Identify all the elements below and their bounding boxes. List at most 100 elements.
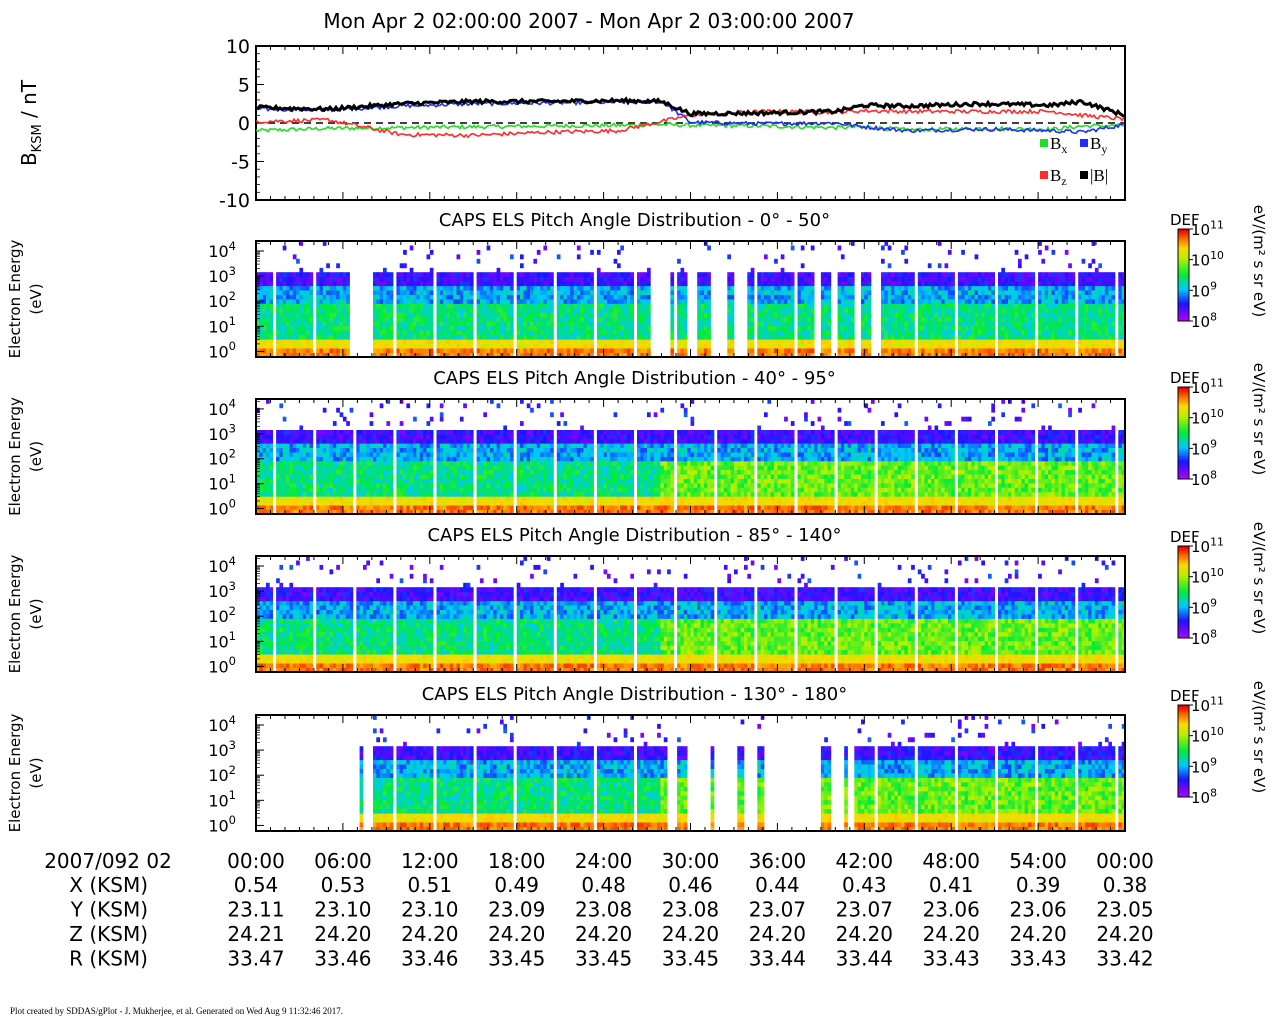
spectrogram-cell (784, 321, 788, 327)
spectrogram-cell (620, 325, 624, 331)
spectrogram-cell (947, 290, 952, 295)
spectrogram-cell (319, 469, 324, 475)
spectrogram-cell (533, 307, 538, 313)
spectrogram-cell (379, 491, 384, 497)
spectrogram-cell (1038, 303, 1042, 309)
spectrogram-cell (844, 294, 848, 300)
spectrogram-cell (292, 299, 297, 304)
spectrogram-cell (256, 443, 260, 448)
spectrogram-cell (523, 316, 528, 322)
spectrogram-cell (396, 276, 401, 282)
spectrogram-cell (322, 294, 327, 300)
spectrogram-cell (998, 325, 1002, 331)
spectrogram-cell (981, 330, 985, 336)
spectrogram-cell (767, 285, 772, 291)
spectrogram-cell (824, 348, 828, 353)
spectrogram-cell (576, 294, 581, 300)
spectrogram-cell (901, 348, 905, 353)
spectrogram-cell (276, 312, 280, 318)
spectrogram-cell (1094, 290, 1099, 295)
spectrogram-cell (790, 352, 795, 358)
spectrogram-cell (409, 285, 414, 291)
spectrogram-cell (302, 303, 307, 309)
spectrogram-cell (560, 352, 564, 358)
spectrogram-cell (944, 325, 949, 331)
spectrogram-cell (1028, 330, 1032, 336)
spectrogram-cell (901, 352, 905, 358)
spectrogram-cell (306, 465, 310, 471)
spectrogram-cell (459, 352, 464, 358)
spectrogram-cell (840, 299, 845, 304)
spectrogram-cell (339, 434, 344, 440)
spectrogram-cell (332, 272, 337, 278)
spectrogram-cell (436, 276, 441, 282)
spectrogram-cell (867, 272, 872, 278)
spectrogram-cell (299, 434, 304, 440)
colorbar-segment (1178, 256, 1189, 260)
spectrogram-cell (556, 334, 561, 340)
spectrogram-cell (259, 434, 263, 440)
spectrogram-cell (1028, 281, 1032, 287)
spectrogram-cell (697, 285, 701, 291)
spectrogram-cell (774, 307, 778, 313)
spectrogram-cell (262, 452, 267, 457)
spectrogram-cell (269, 307, 274, 313)
spectrogram-cell (573, 290, 578, 295)
spectrogram-cell (727, 352, 731, 358)
spectrogram-cell (727, 254, 731, 260)
spectrogram-cell (680, 339, 685, 345)
spectrogram-cell (496, 321, 501, 327)
spectrogram-cell (1051, 325, 1056, 331)
spectrogram-cell (864, 303, 868, 309)
spectrogram-cell (540, 312, 544, 318)
spectrogram-cell (309, 343, 314, 349)
spectrogram-cell (279, 312, 284, 318)
spectrogram-cell (423, 299, 427, 304)
spectrogram-cell (262, 334, 267, 340)
spectrogram-cell (1084, 285, 1089, 291)
spectrogram-cell (292, 430, 297, 435)
spectrogram-cell (286, 460, 290, 466)
spectrogram-cell (1004, 348, 1009, 353)
spectrogram-cell (864, 294, 868, 300)
spectrogram-cell (824, 352, 828, 358)
spectrogram-cell (520, 299, 524, 304)
spectrogram-cell (573, 339, 578, 345)
spectrogram-cell (606, 348, 611, 353)
spectrogram-cell (376, 474, 380, 479)
spectrogram-cell (730, 294, 735, 300)
spectrogram-cell (864, 290, 868, 295)
spectrogram-cell (730, 299, 735, 304)
spectrogram-cell (850, 352, 855, 358)
spectrogram-cell (516, 303, 521, 309)
spectrogram-cell (697, 312, 701, 318)
spectrogram-cell (1121, 330, 1126, 336)
spectrogram-cell (1118, 290, 1122, 295)
spectrogram-cell (917, 281, 922, 287)
spectrogram-cell (984, 343, 989, 349)
spectrogram-cell (296, 272, 300, 278)
spectrogram-cell (1054, 299, 1059, 304)
spectrogram-cell (373, 456, 377, 462)
spectrogram-cell (403, 452, 407, 457)
spectrogram-cell (262, 352, 267, 358)
spectrogram-cell (269, 474, 274, 479)
spectrogram-cell (964, 294, 969, 300)
spectrogram-cell (423, 307, 427, 313)
spectrogram-cell (947, 352, 952, 358)
spectrogram-cell (800, 321, 805, 327)
spectrogram-cell (543, 339, 548, 345)
spectrogram-cell (981, 281, 985, 287)
spectrogram-cell (386, 343, 391, 349)
spectrogram-cell (807, 325, 812, 331)
spectrogram-cell (536, 348, 541, 353)
spectrogram-cell (386, 334, 391, 340)
spectrogram-cell (1118, 316, 1122, 322)
spectrogram-cell (1048, 294, 1052, 300)
spectrogram-cell (296, 307, 300, 313)
spectrogram-cell (964, 290, 969, 295)
spectrogram-cell (269, 478, 274, 484)
spectrogram-cell (647, 339, 651, 345)
spectrogram-cell (840, 330, 845, 336)
spectrogram-cell (500, 325, 504, 331)
